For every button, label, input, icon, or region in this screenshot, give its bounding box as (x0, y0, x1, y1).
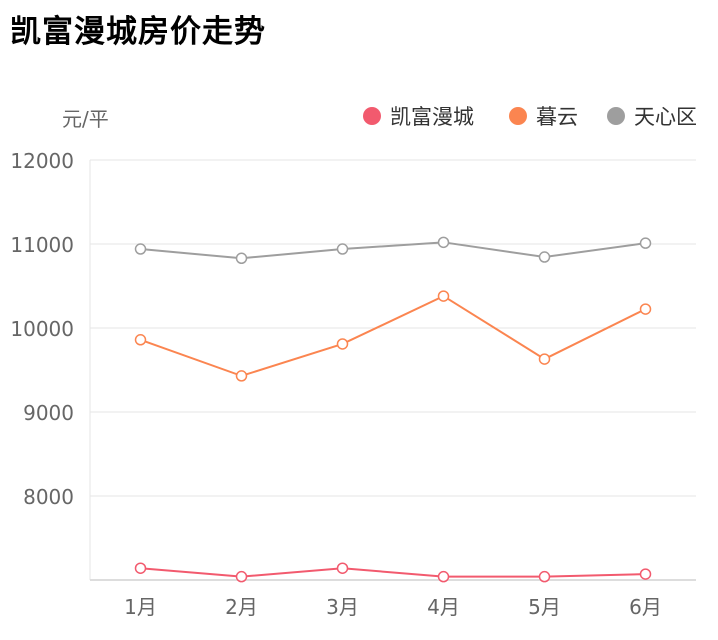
x-tick-label: 3月 (326, 595, 359, 619)
data-point (639, 237, 652, 249)
data-point (538, 353, 551, 365)
x-tick-label: 1月 (124, 595, 157, 619)
data-point (538, 251, 551, 263)
y-tick-label: 8000 (23, 485, 74, 509)
data-point (437, 290, 450, 302)
chart-title: 凯富漫城房价走势 (10, 14, 266, 50)
data-point (538, 570, 551, 583)
data-point (134, 562, 147, 574)
data-point (235, 570, 248, 583)
series-line (140, 567, 646, 578)
y-tick-label: 12000 (10, 149, 74, 173)
x-tick-label: 4月 (427, 595, 460, 619)
legend-marker (509, 107, 527, 125)
y-tick-label: 9000 (23, 401, 74, 425)
y-axis-label: 元/平 (62, 107, 109, 131)
data-point (336, 243, 349, 255)
data-point (134, 243, 147, 255)
data-point (639, 568, 652, 580)
data-point (336, 562, 349, 574)
data-point (235, 370, 248, 382)
data-point (437, 236, 450, 249)
data-point (336, 338, 349, 350)
y-tick-label: 11000 (10, 233, 74, 257)
x-tick-label: 6月 (629, 595, 662, 619)
legend-marker (607, 107, 625, 125)
series-line (140, 241, 646, 260)
legend-label: 暮云 (536, 105, 578, 129)
data-point (437, 570, 450, 583)
legend-label: 凯富漫城 (390, 105, 474, 129)
legend-label: 天心区 (634, 105, 697, 129)
legend-marker (363, 107, 381, 125)
x-tick-label: 5月 (528, 595, 561, 619)
x-tick-label: 2月 (225, 595, 258, 619)
series-line (140, 294, 646, 377)
data-point (639, 303, 652, 315)
data-point (235, 252, 248, 265)
data-point (134, 334, 147, 346)
y-tick-label: 10000 (10, 317, 74, 341)
